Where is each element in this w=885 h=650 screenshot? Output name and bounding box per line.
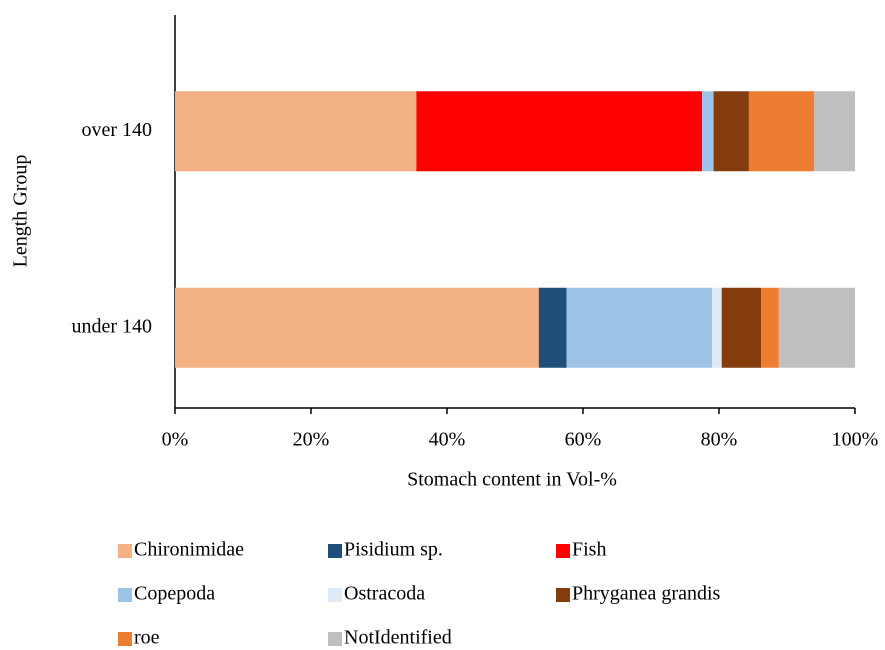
legend-swatch (118, 588, 132, 602)
legend-label: Phryganea grandis (572, 583, 721, 605)
x-tick-label: 80% (701, 429, 738, 451)
bar-segment (416, 91, 702, 172)
legend-swatch (556, 544, 570, 558)
bar-segment (175, 91, 417, 172)
bar-segment (748, 91, 815, 172)
x-tick-label: 100% (832, 429, 879, 451)
bar-segment (713, 91, 749, 172)
legend-label: Ostracoda (344, 583, 425, 605)
y-tick-label: under 140 (71, 315, 152, 337)
bar-segment (761, 287, 779, 368)
legend-label: Copepoda (134, 583, 215, 605)
bar-segment (814, 91, 855, 172)
legend-swatch (328, 588, 342, 602)
legend-label: Fish (572, 539, 606, 561)
legend-swatch (118, 544, 132, 558)
legend-swatch (118, 632, 132, 646)
bar-segment (566, 287, 713, 368)
legend-label: Pisidium sp. (344, 539, 443, 561)
x-axis-title: Stomach content in Vol-% (407, 469, 617, 491)
legend-swatch (328, 632, 342, 646)
bar-segment (721, 287, 762, 368)
legend-label: roe (134, 627, 160, 649)
bar-segment (702, 91, 714, 172)
legend-swatch (556, 588, 570, 602)
bar-segment (712, 287, 722, 368)
legend-label: NotIdentified (344, 627, 452, 649)
x-tick-label: 20% (293, 429, 330, 451)
x-tick-label: 0% (162, 429, 189, 451)
legend-label: Chironimidae (134, 539, 244, 561)
bar-segment (175, 287, 539, 368)
y-axis-title: Length Group (10, 155, 32, 268)
x-tick-label: 60% (565, 429, 602, 451)
y-tick-label: over 140 (81, 119, 152, 141)
bar-segment (778, 287, 855, 368)
bar-segment (538, 287, 567, 368)
x-tick-label: 40% (429, 429, 466, 451)
legend-swatch (328, 544, 342, 558)
